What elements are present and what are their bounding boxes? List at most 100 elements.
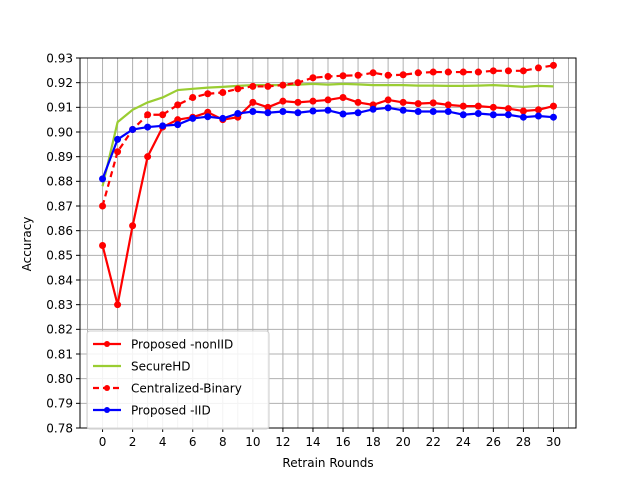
- data-point: [399, 98, 407, 106]
- legend-marker: [104, 341, 110, 347]
- data-point: [129, 126, 137, 134]
- x-tick-label: 6: [189, 435, 197, 449]
- legend-label: SecureHD: [131, 360, 191, 374]
- x-tick-label: 12: [275, 435, 290, 449]
- data-point: [189, 114, 197, 122]
- data-point: [324, 106, 332, 114]
- data-point: [459, 102, 467, 110]
- data-point: [459, 68, 467, 76]
- y-tick-label: 0.86: [46, 224, 73, 238]
- data-point: [504, 111, 512, 119]
- x-tick-label: 30: [546, 435, 561, 449]
- data-point: [369, 69, 377, 77]
- data-point: [249, 98, 257, 106]
- data-point: [414, 100, 422, 108]
- legend-marker: [104, 407, 110, 413]
- data-point: [444, 101, 452, 109]
- x-tick-label: 8: [219, 435, 227, 449]
- y-tick-label: 0.79: [46, 397, 73, 411]
- data-point: [174, 101, 182, 109]
- data-point: [99, 202, 107, 210]
- data-point: [324, 73, 332, 80]
- y-tick-label: 0.78: [46, 421, 73, 435]
- x-tick-label: 2: [129, 435, 137, 449]
- y-tick-label: 0.80: [46, 372, 73, 386]
- y-tick-label: 0.81: [46, 347, 73, 361]
- data-point: [309, 107, 317, 115]
- data-point: [159, 111, 167, 119]
- series-proposed-noniid: [99, 93, 557, 309]
- y-tick-label: 0.91: [46, 101, 73, 115]
- data-point: [459, 111, 467, 119]
- data-point: [519, 67, 527, 75]
- y-tick-label: 0.85: [46, 249, 73, 263]
- x-tick-label: 16: [335, 435, 350, 449]
- legend-marker: [104, 385, 110, 391]
- data-point: [354, 109, 362, 117]
- x-tick-label: 26: [486, 435, 501, 449]
- data-point: [294, 79, 302, 87]
- x-tick-label: 24: [456, 435, 471, 449]
- data-point: [339, 93, 347, 101]
- data-point: [159, 122, 167, 130]
- x-tick-label: 20: [396, 435, 411, 449]
- series-securehd: [101, 82, 554, 187]
- y-tick-label: 0.87: [46, 199, 73, 213]
- data-point: [489, 103, 497, 111]
- data-point: [264, 109, 272, 117]
- x-tick-label: 0: [99, 435, 107, 449]
- data-point: [234, 85, 242, 93]
- x-axis-ticks: 0 2 4 6 8 10 12 14 16 18 20 22 24 26 28 30: [99, 428, 561, 449]
- x-tick-label: 14: [305, 435, 320, 449]
- data-point: [474, 102, 482, 110]
- legend-label: Proposed -nonIID: [131, 338, 233, 352]
- y-tick-label: 0.83: [46, 298, 73, 312]
- data-point: [504, 67, 512, 75]
- x-tick-label: 4: [159, 435, 167, 449]
- data-point: [534, 106, 542, 114]
- data-point: [384, 71, 392, 79]
- data-point: [354, 98, 362, 106]
- data-point: [294, 98, 302, 106]
- y-tick-label: 0.93: [46, 51, 73, 65]
- data-point: [339, 110, 347, 118]
- data-point: [189, 93, 197, 101]
- data-point: [384, 96, 392, 104]
- data-point: [279, 97, 287, 105]
- data-point: [234, 110, 242, 117]
- data-point: [519, 107, 527, 115]
- y-tick-label: 0.92: [46, 76, 73, 90]
- x-tick-label: 22: [426, 435, 441, 449]
- data-point: [99, 241, 107, 249]
- legend-label: Proposed -IID: [131, 404, 211, 418]
- data-point: [144, 153, 152, 161]
- data-point: [309, 74, 317, 82]
- data-point: [354, 71, 362, 79]
- y-tick-label: 0.90: [46, 125, 73, 139]
- data-point: [114, 148, 122, 156]
- data-point: [204, 113, 212, 121]
- data-point: [534, 112, 542, 120]
- data-point: [114, 135, 122, 143]
- data-point: [414, 69, 422, 77]
- x-axis-label: Retrain Rounds: [282, 456, 373, 470]
- data-point: [144, 111, 152, 119]
- y-axis-label: Accuracy: [20, 217, 34, 272]
- data-point: [294, 109, 302, 117]
- data-point: [549, 61, 557, 69]
- data-point: [429, 68, 437, 76]
- y-tick-label: 0.84: [46, 273, 73, 287]
- data-point: [204, 90, 212, 98]
- data-point: [219, 89, 227, 97]
- x-tick-label: 18: [365, 435, 380, 449]
- data-point: [369, 105, 377, 113]
- data-point: [279, 108, 287, 116]
- legend-box: [86, 330, 270, 430]
- data-point: [489, 67, 497, 75]
- y-tick-label: 0.88: [46, 175, 73, 189]
- y-tick-label: 0.82: [46, 323, 73, 337]
- data-point: [279, 81, 287, 89]
- data-point: [129, 222, 137, 230]
- data-point: [534, 64, 542, 72]
- data-point: [249, 82, 257, 90]
